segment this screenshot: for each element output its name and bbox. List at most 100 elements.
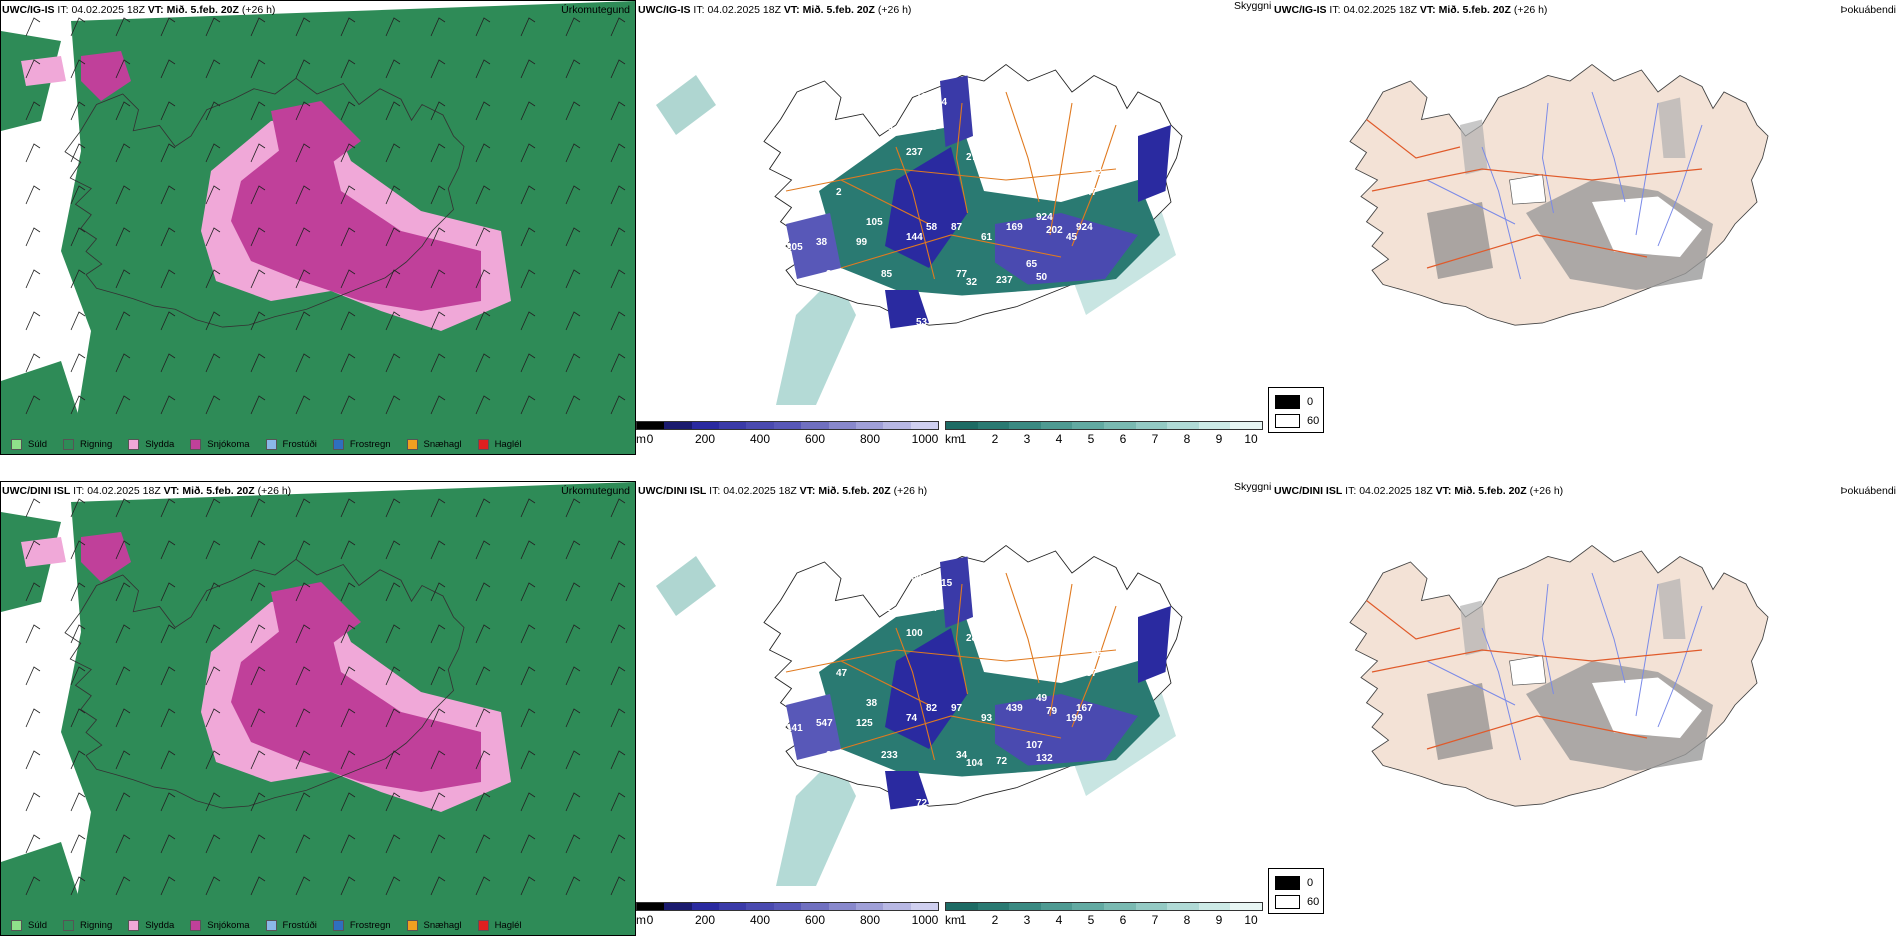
vt-label: VT: Mið. 5.feb. 20Z	[163, 485, 255, 497]
panel-title: Skyggni	[1234, 481, 1272, 493]
visibility-value: 24	[926, 778, 938, 789]
lead-time: (+26 h)	[877, 4, 912, 16]
panel-title: Úrkomutegund	[561, 4, 630, 16]
legend-label: Frostregn	[349, 439, 391, 450]
visibility-value: 81	[916, 573, 928, 584]
legend-label: Rigning	[80, 439, 113, 450]
visibility-value: 269	[826, 750, 843, 761]
visibility-value: 53	[926, 122, 938, 133]
lead-time: (+26 h)	[241, 4, 276, 16]
visibility-value: 50	[1036, 272, 1048, 283]
visibility-value: 65	[1026, 259, 1038, 270]
legend-label: Haglél	[494, 920, 522, 931]
precip-legend-item: Frostregn	[332, 439, 391, 450]
precip-legend-item: Slydda	[128, 439, 174, 450]
fog-panel: UWC/IG-IS IT: 04.02.2025 18Z VT: Mið. 5.…	[1268, 0, 1900, 455]
it-value: 04.02.2025 18Z	[1359, 485, 1433, 497]
visibility-value: 53	[916, 317, 928, 328]
panel-title: Skyggni	[1234, 0, 1272, 12]
panel-title: Úrkomutegund	[561, 485, 630, 497]
colorbar-tick: 800	[859, 913, 881, 927]
legend-swatch-white	[1275, 895, 1300, 909]
visibility-value: 85	[881, 269, 893, 280]
visibility-value: 51	[776, 768, 788, 779]
visibility-value: 112	[901, 826, 918, 837]
legend-swatch	[128, 920, 140, 931]
visibility-value: 45	[1066, 232, 1078, 243]
colorbar-unit: m	[636, 432, 646, 446]
visibility-value: 42	[876, 342, 888, 353]
lead-time: (+26 h)	[257, 485, 292, 497]
precip-legend-item: Slydda	[128, 920, 174, 931]
precip-map-frame: Súld Rigning Slydda Snjókoma Frostúði Frostre…	[0, 0, 636, 455]
colorbar-tick: 3	[1023, 432, 1031, 446]
it-label: IT:	[73, 485, 85, 497]
panel-header: UWC/IG-IS IT: 04.02.2025 18Z VT: Mið. 5.…	[1274, 4, 1547, 16]
it-value: 04.02.2025 18Z	[1343, 4, 1417, 16]
colorbar-tick: 0	[646, 913, 654, 927]
visibility-value: 51	[876, 823, 888, 834]
precip-legend-item: Frostregn	[332, 920, 391, 931]
legend-swatch	[11, 439, 22, 450]
panel-header: UWC/DINI ISL IT: 04.02.2025 18Z VT: Mið.…	[2, 485, 291, 497]
colorbar-cbar_km: km 1 2 3 4 5 6 7 8 9 10	[945, 421, 1263, 451]
visibility-value: 70	[1086, 628, 1098, 639]
visibility-value: 547	[816, 718, 833, 729]
visibility-value: 125	[856, 718, 873, 729]
fog-map	[1349, 63, 1769, 326]
visibility-value: 39	[706, 565, 718, 576]
legend-label: Frostregn	[349, 920, 391, 931]
visibility-value: 23	[906, 572, 918, 583]
precip-legend-item: Haglél	[477, 439, 522, 450]
panel-header: UWC/DINI ISL IT: 04.02.2025 18Z VT: Mið.…	[1274, 485, 1563, 497]
visibility-value: 199	[1066, 713, 1083, 724]
visibility-value: 144	[906, 232, 923, 243]
colorbar-tick: 5	[1087, 913, 1095, 927]
precip-legend-item: Súld	[11, 920, 47, 931]
precip-legend-item: Rigning	[63, 439, 112, 450]
visibility-value: 298	[706, 553, 723, 564]
it-value: 04.02.2025 18Z	[723, 485, 797, 497]
visibility-value: 115	[936, 578, 953, 589]
legend-label: Slydda	[145, 920, 175, 931]
colorbar-tick: 0	[646, 432, 654, 446]
precip-legend-item: Rigning	[63, 920, 112, 931]
visibility-value: 29	[786, 783, 798, 794]
visibility-value: 275	[966, 152, 983, 163]
it-label: IT:	[1345, 485, 1357, 497]
legend-swatch	[477, 439, 489, 450]
visibility-value: 56	[1091, 648, 1103, 659]
visibility-value: 24	[926, 603, 938, 614]
vt-label: VT: Mið. 5.feb. 20Z	[799, 485, 891, 497]
visibility-value: 49	[1036, 693, 1048, 704]
visibility-value: 2	[836, 187, 842, 198]
visibility-value: 97	[951, 703, 963, 714]
visibility-value: 132	[1036, 753, 1053, 764]
visibility-value: 233	[881, 750, 898, 761]
visibility-value: 237	[906, 147, 923, 158]
model-name: UWC/IG-IS	[638, 4, 691, 16]
visibility-value: 280	[966, 633, 983, 644]
lead-time: (+26 h)	[1529, 485, 1564, 497]
visibility-value: 74	[906, 713, 918, 724]
visibility-value: 99	[856, 237, 868, 248]
precip-legend-item: Snæhagl	[406, 920, 462, 931]
legend-label: Haglél	[494, 439, 522, 450]
visibility-value: 86	[906, 560, 918, 571]
legend-label: Slydda	[145, 439, 175, 450]
panel-header: UWC/DINI ISL IT: 04.02.2025 18Z VT: Mið.…	[638, 485, 927, 497]
precip-legend-item: Frostúði	[265, 439, 317, 450]
vt-label: VT: Mið. 5.feb. 20Z	[1435, 485, 1527, 497]
colorbar-tick: 10	[1244, 432, 1258, 446]
legend-label: Súld	[28, 920, 48, 931]
colorbar-tick: 7	[1151, 913, 1159, 927]
it-value: 04.02.2025 18Z	[707, 4, 781, 16]
visibility-value: 169	[1006, 222, 1023, 233]
visibility-value: 93	[981, 713, 993, 724]
precip-legend-item: Snæhagl	[406, 439, 462, 450]
legend-swatch	[128, 439, 140, 450]
visibility-value: 72	[996, 756, 1008, 767]
vt-label: VT: Mið. 5.feb. 20Z	[147, 4, 239, 16]
visibility-value: 38	[866, 698, 878, 709]
panel-header: UWC/IG-IS IT: 04.02.2025 18Z VT: Mið. 5.…	[638, 4, 911, 16]
